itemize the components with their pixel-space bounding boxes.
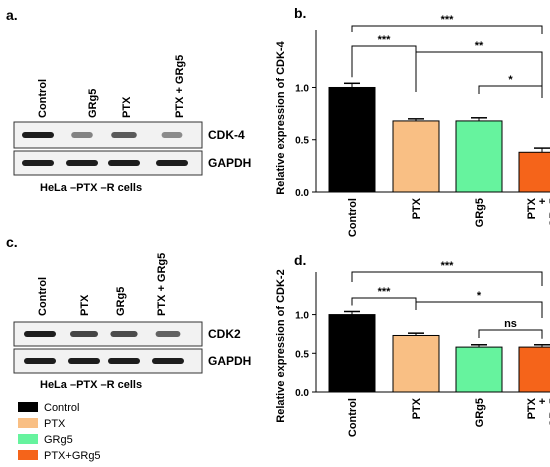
- panel-b-bar-chart: b. Relative expression of CDK-4 0.0 0.5 1.…: [275, 5, 550, 237]
- lane-label: PTX: [121, 96, 133, 118]
- x-tick-label: GRg5: [548, 398, 550, 427]
- blot-band: [22, 132, 54, 138]
- bar: [392, 120, 440, 193]
- bar: [392, 334, 440, 393]
- y-tick-label: 0.5: [295, 136, 309, 147]
- lane-label: Control: [37, 277, 49, 316]
- lane-label: GRg5: [115, 287, 127, 316]
- significance-bracket: [351, 25, 543, 34]
- x-tick-label: PTX: [411, 397, 423, 419]
- x-tick-label: Control: [347, 198, 359, 237]
- significance-label: ns: [504, 318, 517, 330]
- bar: [455, 346, 503, 393]
- y-axis-label: Relative expression of CDK-2: [275, 269, 287, 422]
- blot-label-cdk4: CDK-4: [208, 128, 245, 142]
- x-tick-label: +: [537, 198, 549, 204]
- legend-label: GRg5: [44, 434, 73, 446]
- blot-band: [108, 160, 140, 166]
- x-tick-label: GRg5: [474, 198, 486, 227]
- blot-label-gapdh: GAPDH: [208, 156, 251, 170]
- bar: [518, 151, 550, 193]
- blot-band: [110, 331, 138, 337]
- blot-band: [111, 132, 137, 138]
- bar: [455, 120, 503, 193]
- blot-band: [155, 331, 181, 337]
- legend-label: Control: [44, 402, 79, 414]
- significance-bracket: [415, 51, 543, 88]
- panel-c-loading-bands: [24, 358, 184, 364]
- panel-c-target-bands: [24, 331, 181, 337]
- lane-label: PTX: [79, 294, 91, 316]
- significance-label: ***: [441, 260, 455, 272]
- x-tick-label: +: [537, 398, 549, 404]
- panel-d-letter: d.: [294, 252, 306, 268]
- panel-a-blot: a. Control GRg5 PTX PTX + GRg5 CDK-4 GAP…: [6, 7, 251, 194]
- significance-bracket: [351, 271, 543, 286]
- panel-c-lane-labels: Control PTX GRg5 PTX + GRg5: [37, 253, 168, 316]
- blot-band: [70, 331, 98, 337]
- x-tick-label: GRg5: [474, 398, 486, 427]
- significance-label: *: [508, 74, 513, 86]
- y-axis-label: Relative expression of CDK-4: [275, 40, 287, 194]
- x-tick-label: Control: [347, 398, 359, 437]
- y-tick-label: 1.0: [295, 83, 309, 94]
- significance-bracket: [478, 85, 543, 98]
- x-tick-label: PTX: [411, 197, 423, 219]
- lane-label: GRg5: [87, 89, 99, 118]
- panel-a-loading-bands: [22, 160, 188, 166]
- panel-d-bar-chart: d. Relative expression of CDK-2 0.0 0.5 1.…: [275, 252, 550, 437]
- panel-c-letter: c.: [6, 234, 18, 250]
- x-tick-label: PTX: [526, 397, 538, 419]
- significance-bracket: [415, 301, 543, 318]
- y-tick-label: 0.0: [295, 388, 309, 399]
- blot-caption: HeLa –PTX –R cells: [40, 182, 142, 194]
- legend-swatch: [18, 434, 38, 444]
- y-tick-label: 1.0: [295, 311, 309, 322]
- x-tick-label: PTX: [526, 197, 538, 219]
- legend-swatch: [18, 418, 38, 428]
- lane-label: PTX + GRg5: [156, 253, 168, 316]
- legend: Control PTX GRg5 PTX+GRg5: [18, 402, 101, 462]
- panel-c-blot: c. Control PTX GRg5 PTX + GRg5 CDK2 GAPD…: [6, 234, 251, 391]
- significance-label: ***: [441, 14, 455, 26]
- lane-label: Control: [37, 79, 49, 118]
- legend-label: PTX: [44, 418, 66, 430]
- blot-label-gapdh: GAPDH: [208, 354, 251, 368]
- panel-a-lane-labels: Control GRg5 PTX PTX + GRg5: [37, 55, 186, 118]
- blot-band: [68, 358, 100, 364]
- blot-label-cdk2: CDK2: [208, 327, 241, 341]
- y-tick-label: 0.5: [295, 349, 309, 360]
- bar: [328, 314, 376, 393]
- significance-label: **: [475, 40, 484, 52]
- significance-bracket: [351, 297, 417, 310]
- significance-label: *: [477, 290, 482, 302]
- blot-band: [161, 132, 183, 138]
- blot-band: [152, 358, 184, 364]
- blot-band: [156, 160, 188, 166]
- blot-band: [71, 132, 93, 138]
- y-tick-label: 0.0: [295, 188, 309, 199]
- blot-band: [24, 358, 56, 364]
- legend-label: PTX+GRg5: [44, 450, 101, 462]
- blot-band: [24, 331, 56, 337]
- blot-band: [22, 160, 54, 166]
- blot-band: [66, 160, 98, 166]
- blot-band: [108, 358, 140, 364]
- x-tick-label: GRg5: [548, 198, 550, 227]
- significance-label: ***: [378, 34, 392, 46]
- panel-a-target-bands: [22, 132, 183, 138]
- bar: [518, 346, 550, 393]
- significance-label: ***: [378, 286, 392, 298]
- legend-swatch: [18, 402, 38, 412]
- legend-swatch: [18, 450, 38, 460]
- panel-b-letter: b.: [294, 5, 306, 21]
- blot-caption: HeLa –PTX –R cells: [40, 379, 142, 391]
- panel-a-letter: a.: [6, 7, 18, 23]
- significance-bracket: [478, 329, 543, 339]
- lane-label: PTX + GRg5: [174, 55, 186, 118]
- significance-bracket: [351, 45, 417, 92]
- bar: [328, 86, 376, 193]
